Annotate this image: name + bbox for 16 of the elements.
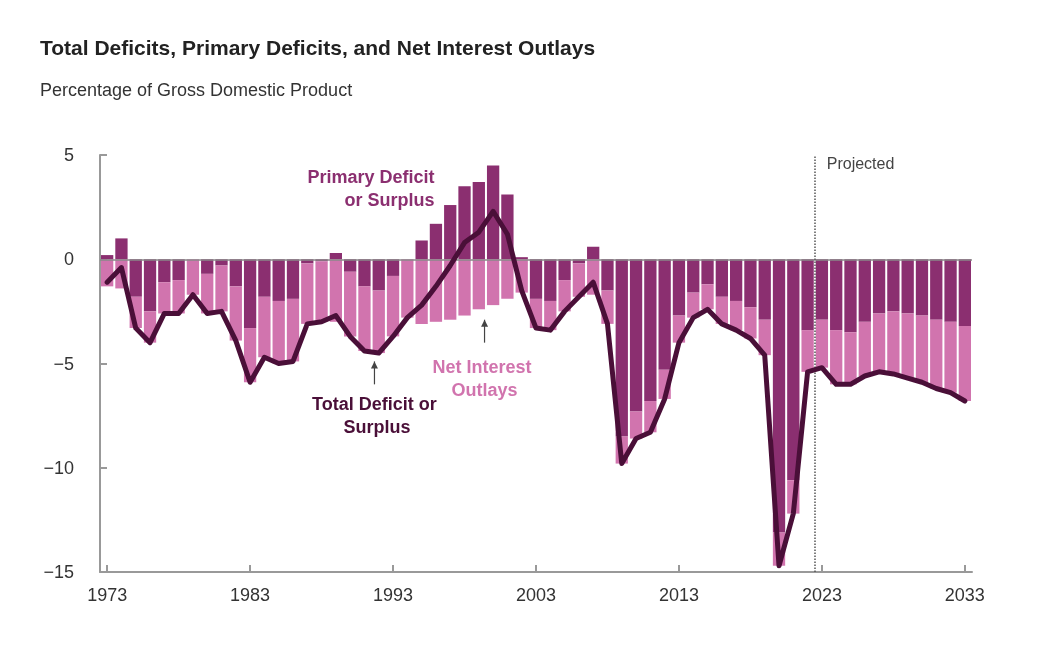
x-tick-label: 2033 — [944, 585, 985, 605]
x-tick-label: 2003 — [515, 585, 557, 605]
chart-title: Total Deficits, Primary Deficits, and Net Interest Outlays — [40, 36, 596, 59]
x-tick-label: 2023 — [801, 585, 842, 605]
y-tick-label: −15 — [43, 562, 74, 582]
x-tick-label: 1993 — [373, 585, 414, 605]
chart-subtitle: Percentage of Gross Domestic Product — [40, 80, 353, 100]
y-tick-label: 0 — [63, 249, 74, 270]
x-tick-label: 2013 — [658, 585, 699, 605]
y-tick-label: 5 — [63, 145, 74, 165]
series-label: Primary Deficit or Surplus — [307, 166, 435, 210]
x-tick-label: 1973 — [87, 585, 128, 605]
ref-line-label: Projected — [826, 154, 895, 172]
y-tick-label: −10 — [43, 457, 74, 478]
x-tick-label: 1983 — [230, 585, 271, 605]
y-tick-label: −5 — [53, 353, 74, 374]
